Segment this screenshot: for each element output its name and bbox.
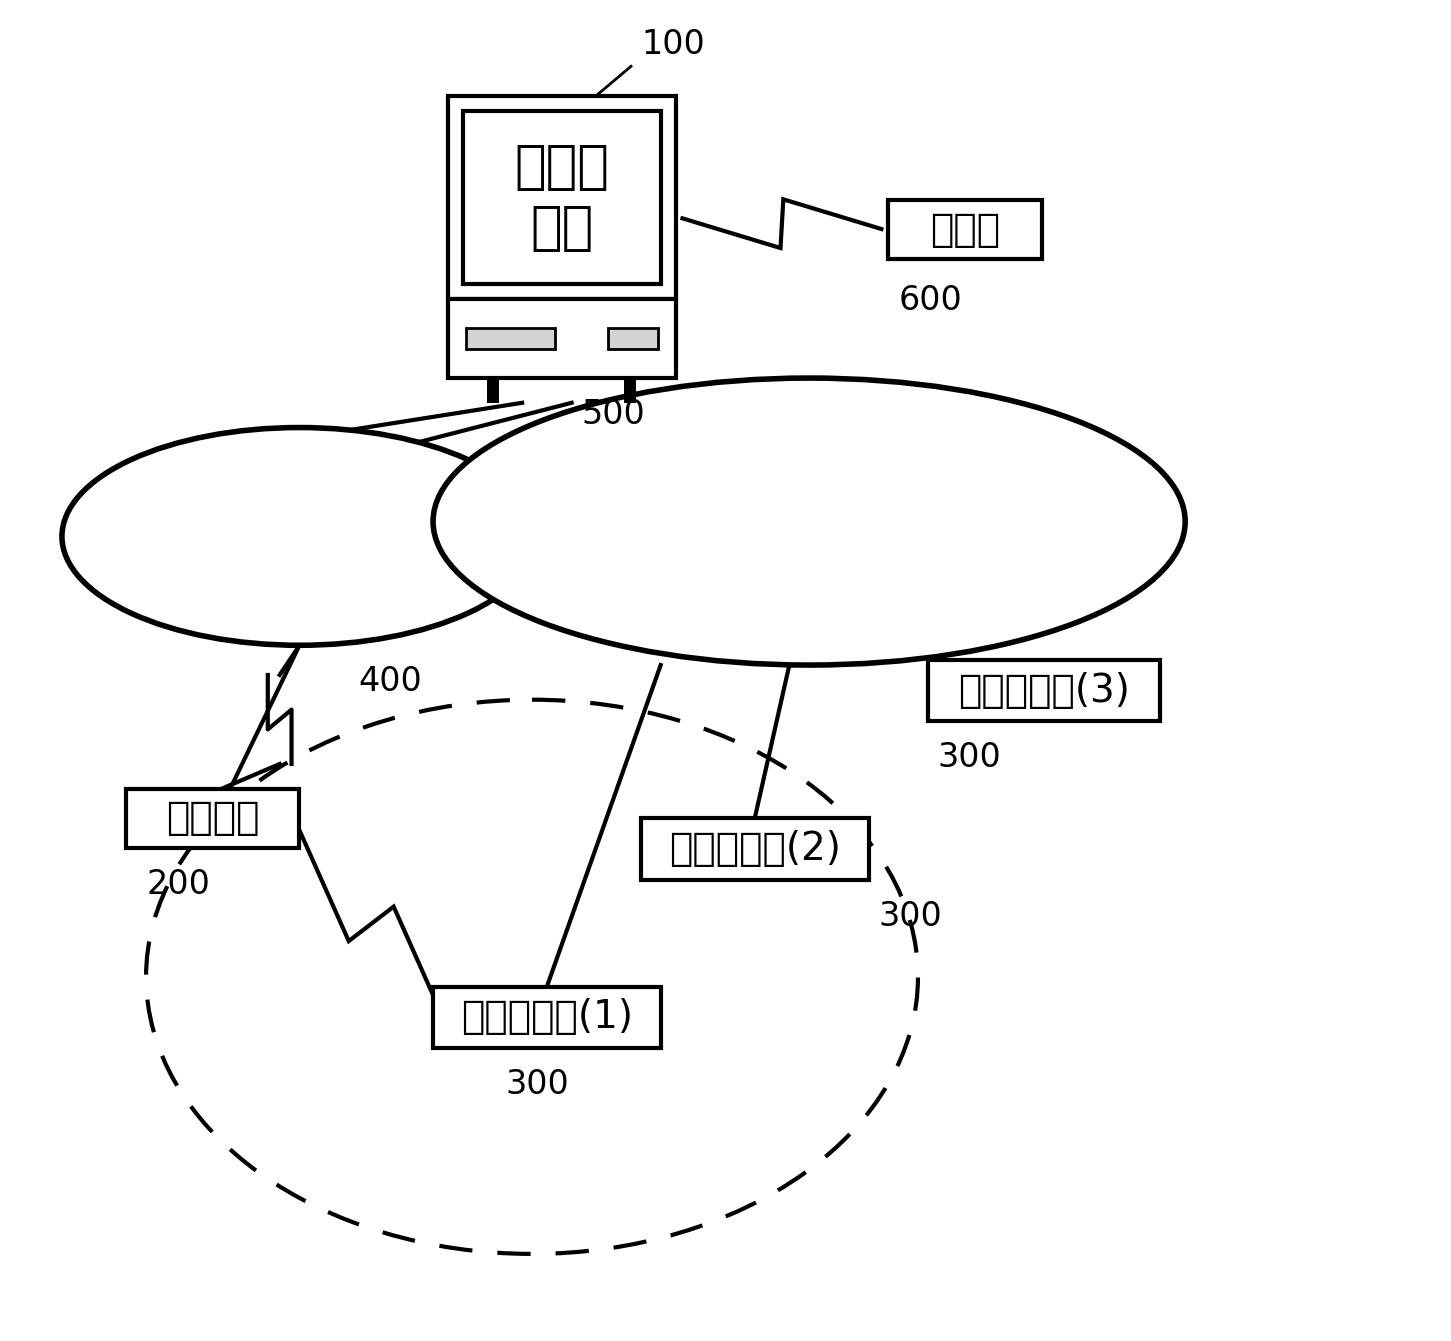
Bar: [641, 818, 869, 880]
Ellipse shape: [62, 428, 537, 645]
Bar: [466, 327, 554, 350]
Bar: [624, 378, 636, 402]
Bar: [488, 378, 499, 402]
Text: 通信局: 通信局: [930, 211, 1000, 248]
Text: 300: 300: [505, 1067, 569, 1101]
Ellipse shape: [432, 378, 1185, 665]
Bar: [927, 660, 1161, 721]
Text: 200: 200: [147, 868, 210, 901]
Bar: [608, 327, 657, 350]
Text: 400: 400: [358, 665, 422, 699]
Text: 热点计算机(1): 热点计算机(1): [461, 998, 633, 1037]
Bar: [463, 111, 660, 284]
Bar: [888, 200, 1042, 259]
Text: 移动电话: 移动电话: [165, 799, 260, 837]
Text: 热点计算机(3): 热点计算机(3): [958, 672, 1130, 709]
Text: 100: 100: [641, 28, 705, 62]
Text: 600: 600: [898, 284, 962, 316]
Bar: [448, 299, 676, 378]
Text: 300: 300: [937, 742, 1001, 774]
Bar: [432, 987, 660, 1049]
Text: 服务器
装置: 服务器 装置: [514, 141, 609, 253]
Text: 300: 300: [878, 900, 942, 932]
Bar: [126, 789, 299, 848]
Bar: [448, 97, 676, 299]
Text: 热点计算机(2): 热点计算机(2): [669, 830, 840, 868]
Text: 500: 500: [582, 398, 646, 430]
